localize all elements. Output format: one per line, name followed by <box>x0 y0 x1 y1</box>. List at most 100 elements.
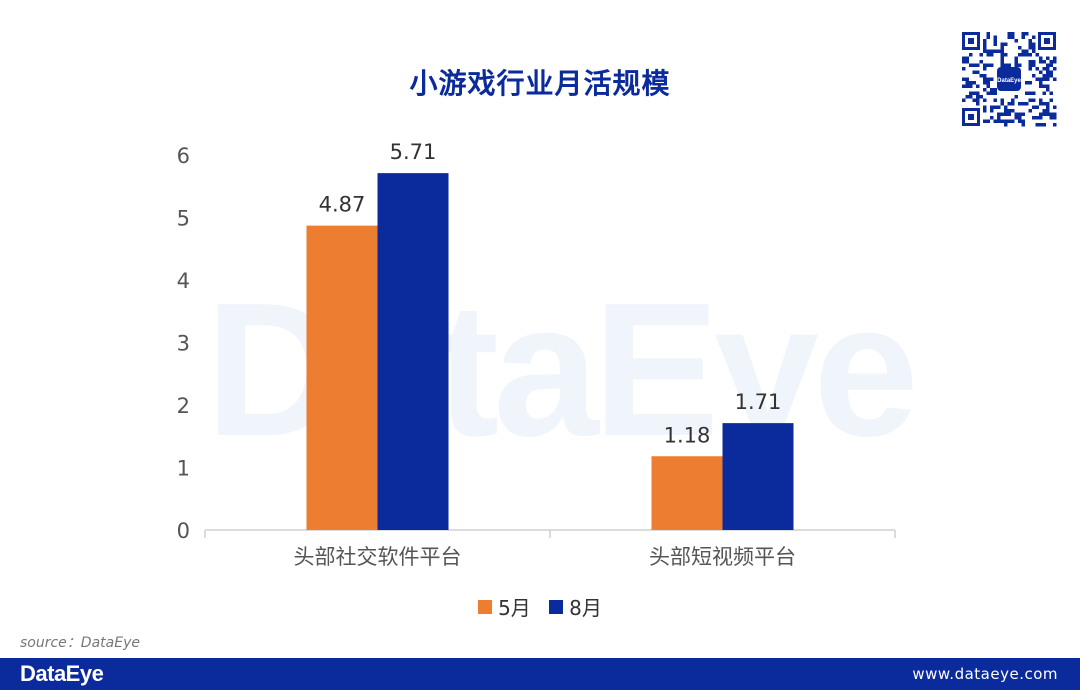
qr-module <box>962 60 966 64</box>
y-tick-label: 6 <box>177 144 190 168</box>
data-label: 4.87 <box>319 193 366 217</box>
data-label: 5.71 <box>390 140 437 164</box>
qr-module <box>976 95 980 99</box>
qr-module <box>1042 74 1046 78</box>
qr-module <box>1035 53 1039 57</box>
qr-module <box>986 84 990 88</box>
qr-module <box>969 63 973 67</box>
qr-module <box>1007 35 1011 39</box>
qr-module <box>1039 123 1043 127</box>
qr-module <box>1042 109 1046 113</box>
qr-module <box>976 84 980 88</box>
qr-module <box>1032 42 1036 46</box>
qr-module <box>1049 63 1053 67</box>
legend-swatch-may <box>478 599 493 614</box>
qr-module <box>997 116 1001 120</box>
qr-module <box>1053 105 1057 109</box>
legend-swatch-aug <box>549 599 564 614</box>
qr-module <box>1000 49 1004 53</box>
y-tick-label: 4 <box>177 269 190 293</box>
qr-module <box>1053 123 1057 127</box>
qr-module <box>1049 91 1053 95</box>
qr-module <box>1028 63 1032 67</box>
qr-module <box>1018 102 1022 106</box>
qr-module <box>993 105 997 109</box>
qr-module <box>1053 67 1057 71</box>
qr-module <box>1004 123 1008 127</box>
qr-module <box>1018 119 1022 123</box>
qr-code[interactable]: DataEye <box>960 30 1058 128</box>
qr-module <box>1049 74 1053 78</box>
qr-module <box>1014 60 1018 64</box>
qr-module <box>1049 112 1053 116</box>
qr-module <box>1039 112 1043 116</box>
qr-module <box>1042 67 1046 71</box>
qr-module <box>962 67 966 71</box>
bar-chart: 0 1 2 3 4 5 6 4.87 5.71 头部社交软件平台 1.18 1.71 头部短视频平台 <box>177 140 896 569</box>
qr-module <box>1025 91 1029 95</box>
qr-module <box>979 95 983 99</box>
qr-module <box>1028 42 1032 46</box>
qr-module <box>965 95 969 99</box>
qr-module <box>1025 32 1029 36</box>
qr-module <box>983 81 987 85</box>
qr-module <box>997 49 1001 53</box>
qr-module <box>965 56 969 60</box>
qr-module <box>1028 46 1032 50</box>
x-category-label: 头部短视频平台 <box>649 545 796 569</box>
qr-module <box>983 39 987 43</box>
qr-module <box>990 63 994 67</box>
qr-module <box>997 105 1001 109</box>
qr-module <box>1042 112 1046 116</box>
legend-label-may: 5月 <box>498 596 531 620</box>
qr-module <box>1018 112 1022 116</box>
data-label: 1.71 <box>735 390 782 414</box>
footer-brand-logo: DataEye <box>20 661 104 686</box>
qr-module <box>1032 63 1036 67</box>
qr-module <box>986 49 990 53</box>
bar-aug-1 <box>722 423 794 530</box>
qr-module <box>1028 39 1032 43</box>
qr-module <box>1004 109 1008 113</box>
qr-module <box>983 98 987 102</box>
qr-module <box>983 88 987 92</box>
footer-url-link[interactable]: www.dataeye.com <box>912 665 1058 683</box>
qr-module <box>983 77 987 81</box>
bar-aug-0 <box>377 173 449 530</box>
qr-module <box>976 98 980 102</box>
qr-module <box>1004 63 1008 67</box>
qr-module <box>1028 60 1032 64</box>
qr-module <box>1042 123 1046 127</box>
qr-module <box>1039 70 1043 74</box>
qr-module <box>962 84 966 88</box>
qr-module <box>1000 98 1004 102</box>
qr-module <box>1025 102 1029 106</box>
qr-module <box>986 63 990 67</box>
qr-module <box>986 35 990 39</box>
y-tick-label: 0 <box>177 519 190 543</box>
qr-module <box>1049 98 1053 102</box>
legend-item-aug: 8月 <box>549 592 602 621</box>
qr-module <box>962 56 966 60</box>
qr-module <box>1039 84 1043 88</box>
qr-module <box>979 74 983 78</box>
qr-module <box>990 109 994 113</box>
qr-module <box>1032 105 1036 109</box>
qr-module <box>976 63 980 67</box>
qr-module <box>993 49 997 53</box>
qr-module <box>983 46 987 50</box>
qr-module <box>1053 77 1057 81</box>
qr-module <box>1046 112 1050 116</box>
qr-module <box>1039 98 1043 102</box>
qr-module <box>1007 32 1011 36</box>
qr-module <box>1011 119 1015 123</box>
qr-module <box>1021 49 1025 53</box>
qr-module <box>1046 88 1050 92</box>
qr-module <box>979 60 983 64</box>
qr-module <box>1028 91 1032 95</box>
qr-module <box>976 70 980 74</box>
qr-module <box>983 49 987 53</box>
qr-module <box>983 67 987 71</box>
qr-module <box>1004 42 1008 46</box>
qr-module <box>983 105 987 109</box>
